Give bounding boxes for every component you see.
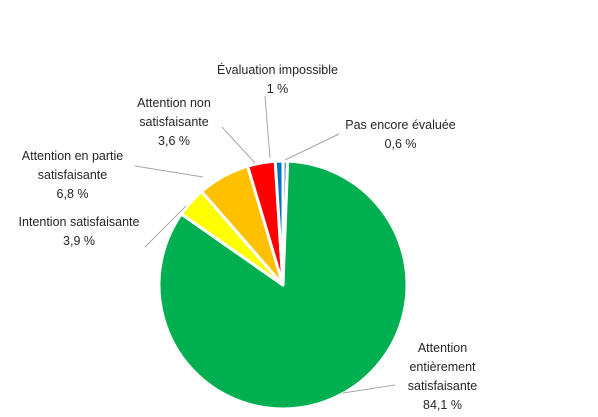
label-attention-non-satisfaisante: Attention non satisfaisante 3,6 %	[124, 94, 224, 151]
label-pas-encore-evaluee: Pas encore évaluée 0,6 %	[333, 116, 468, 154]
label-attention-en-partie-satisfaisante: Attention en partie satisfaisante 6,8 %	[10, 147, 135, 204]
slice-value: 3,6 %	[158, 134, 190, 148]
slice-value: 84,1 %	[423, 398, 462, 412]
leader-line-3	[134, 165, 204, 178]
slice-value: 6,8 %	[56, 187, 89, 201]
leader-line-4	[221, 126, 256, 164]
slice-name: Attention non satisfaisante	[137, 96, 211, 129]
slice-name: Attention entièrement satisfaisante	[407, 341, 478, 393]
slice-value: 1 %	[266, 82, 289, 96]
slice-value: 3,9 %	[63, 234, 95, 248]
leader-line-1	[342, 384, 396, 394]
pie-slice-5	[273, 159, 285, 287]
leader-line-0	[284, 133, 340, 161]
leader-line-2	[144, 205, 187, 248]
slice-name: Attention en partie satisfaisante	[21, 149, 124, 182]
slice-name: Évaluation impossible	[217, 63, 338, 77]
label-intention-satisfaisante: Intention satisfaisante 3,9 %	[4, 213, 154, 251]
label-evaluation-impossible: Évaluation impossible 1 %	[200, 61, 355, 99]
slice-name: Intention satisfaisante	[18, 215, 140, 229]
label-attention-entierement-satisfaisante: Attention entièrement satisfaisante 84,1…	[395, 339, 490, 415]
slice-name: Pas encore évaluée	[345, 118, 456, 132]
slice-value: 0,6 %	[384, 137, 417, 151]
leader-line-5	[264, 95, 271, 159]
